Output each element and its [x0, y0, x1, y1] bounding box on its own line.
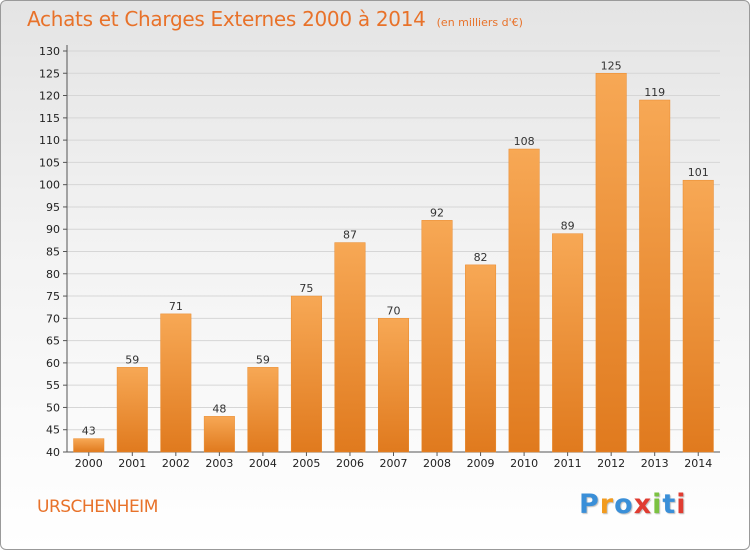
bar-2012: [595, 73, 627, 453]
y-tick-label: 70: [46, 312, 60, 325]
y-tick-label: 125: [39, 67, 60, 80]
logo-letter: i: [676, 489, 687, 520]
data-label-2003: 48: [212, 402, 226, 415]
bar-2014: [682, 179, 714, 453]
y-tick-label: 50: [46, 401, 60, 414]
logo-letter: i: [652, 489, 663, 520]
bar-2004: [247, 367, 279, 453]
bar-2008: [421, 220, 453, 453]
data-label-2001: 59: [125, 353, 139, 366]
x-tick-label-2004: 2004: [249, 457, 277, 470]
bar-2010: [508, 148, 540, 453]
data-label-2000: 43: [82, 425, 96, 438]
x-tick-label-2014: 2014: [684, 457, 712, 470]
data-label-2005: 75: [299, 282, 313, 295]
x-tick-label-2012: 2012: [597, 457, 625, 470]
y-tick-label: 100: [39, 179, 60, 192]
x-tick-label-2010: 2010: [510, 457, 538, 470]
y-tick-label: 90: [46, 223, 60, 236]
y-tick-label: 45: [46, 424, 60, 437]
x-tick-label-2011: 2011: [554, 457, 582, 470]
bar-2001: [116, 367, 148, 453]
y-tick-label: 110: [39, 134, 60, 147]
logo-letter: x: [633, 489, 653, 520]
x-tick-label-2005: 2005: [292, 457, 320, 470]
title-unit: (en milliers d'€): [436, 16, 523, 29]
bar-2005: [290, 295, 322, 453]
y-tick-label: 40: [46, 446, 60, 459]
data-label-2012: 125: [601, 59, 622, 72]
bar-2011: [552, 233, 584, 453]
y-tick-label: 85: [46, 246, 60, 259]
data-label-2006: 87: [343, 229, 357, 242]
bar-2006: [334, 242, 366, 453]
bar-2009: [465, 264, 497, 453]
y-tick-label: 105: [39, 156, 60, 169]
y-tick-label: 80: [46, 268, 60, 281]
x-tick-label-2008: 2008: [423, 457, 451, 470]
y-tick-label: 75: [46, 290, 60, 303]
y-tick-label: 115: [39, 112, 60, 125]
bar-2003: [203, 416, 235, 453]
bar-2002: [160, 313, 192, 453]
proxiti-logo[interactable]: Proxiti: [579, 489, 687, 520]
data-label-2009: 82: [474, 251, 488, 264]
x-tick-label-2002: 2002: [162, 457, 190, 470]
x-tick-label-2006: 2006: [336, 457, 364, 470]
y-tick-label: 60: [46, 357, 60, 370]
data-label-2008: 92: [430, 206, 444, 219]
y-tick-label: 55: [46, 379, 60, 392]
y-tick-label: 95: [46, 201, 60, 214]
data-label-2002: 71: [169, 300, 183, 313]
x-tick-label-2007: 2007: [380, 457, 408, 470]
logo-letter: r: [599, 489, 615, 520]
data-label-2013: 119: [644, 86, 665, 99]
bar-2013: [639, 99, 671, 453]
chart-title: Achats et Charges Externes 2000 à 2014 (…: [27, 7, 523, 31]
logo-letter: o: [614, 489, 634, 520]
x-tick-label-2009: 2009: [467, 457, 495, 470]
x-tick-label-2003: 2003: [205, 457, 233, 470]
y-tick-label: 65: [46, 335, 60, 348]
data-label-2007: 70: [387, 304, 401, 317]
logo-letter: P: [579, 489, 600, 520]
title-main: Achats et Charges Externes 2000 à 2014: [27, 7, 426, 31]
y-tick-label: 120: [39, 90, 60, 103]
logo-letter: t: [662, 489, 677, 520]
x-tick-label-2000: 2000: [75, 457, 103, 470]
x-tick-label-2013: 2013: [641, 457, 669, 470]
data-label-2014: 101: [688, 166, 709, 179]
x-tick-label-2001: 2001: [118, 457, 146, 470]
bar-2007: [378, 318, 409, 453]
commune-name: URSCHENHEIM: [37, 497, 158, 517]
data-label-2010: 108: [514, 135, 535, 148]
y-tick-label: 130: [39, 45, 60, 58]
data-label-2004: 59: [256, 353, 270, 366]
data-label-2011: 89: [561, 220, 575, 233]
bar-2000: [73, 438, 105, 453]
